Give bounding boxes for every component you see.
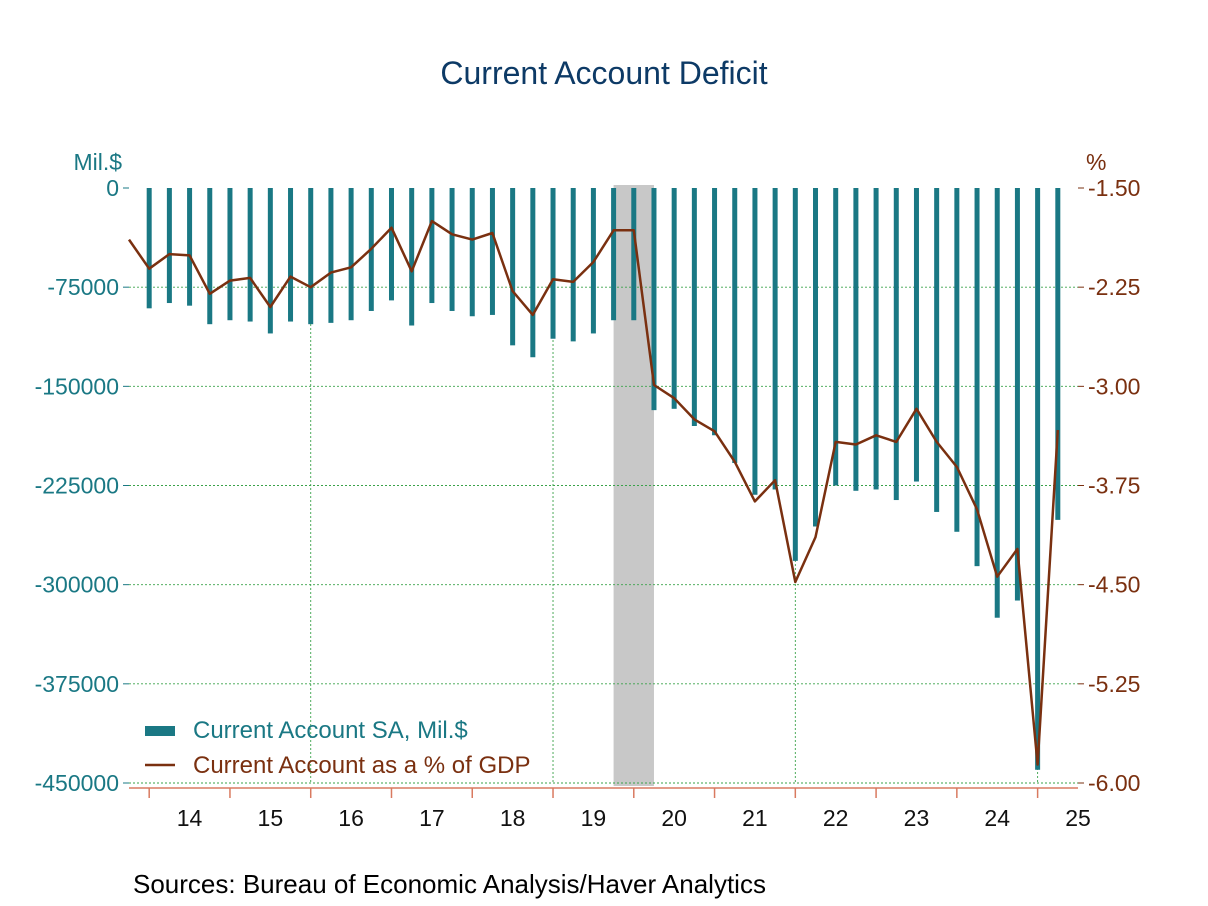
bar <box>308 188 314 325</box>
bar <box>994 188 1000 618</box>
right-tick-label: -6.00 <box>1088 770 1140 796</box>
left-axis-unit: Mil.$ <box>73 149 122 175</box>
right-tick-label: -3.00 <box>1088 373 1140 399</box>
bar <box>974 188 980 567</box>
bar <box>409 188 415 326</box>
bar <box>631 188 637 321</box>
bar <box>166 188 172 304</box>
right-axis-ticks: -1.50 -2.25 -3.00 -3.75 -4.50 -5.25 -6.00 <box>1078 175 1140 796</box>
right-tick-label: -2.25 <box>1088 274 1140 300</box>
legend-bar-swatch <box>145 726 175 736</box>
left-tick-label: 0 <box>106 175 119 201</box>
bar <box>732 188 738 464</box>
bar <box>510 188 516 346</box>
x-labels: 14 15 16 17 18 19 20 21 22 23 24 25 <box>177 805 1091 831</box>
x-tick-label: 18 <box>500 805 526 831</box>
bar <box>752 188 758 495</box>
bar <box>449 188 455 311</box>
bar <box>913 188 919 482</box>
bar <box>853 188 859 491</box>
left-tick-label: -300000 <box>35 572 119 598</box>
left-axis-ticks: 0 -75000 -150000 -225000 -300000 -375000 -4500… <box>35 175 129 796</box>
x-tick-label: 20 <box>661 805 687 831</box>
bar <box>207 188 213 325</box>
right-tick-label: -1.50 <box>1088 175 1140 201</box>
x-tick-label: 24 <box>984 805 1010 831</box>
bar <box>772 188 778 490</box>
right-tick-label: -3.75 <box>1088 473 1140 499</box>
bar <box>691 188 697 426</box>
bar <box>550 188 556 339</box>
left-tick-label: -225000 <box>35 473 119 499</box>
right-tick-label: -4.50 <box>1088 572 1140 598</box>
percent-gdp-line <box>127 219 1060 766</box>
x-tick-label: 23 <box>904 805 930 831</box>
bar <box>954 188 960 532</box>
x-tick-label: 15 <box>258 805 284 831</box>
bar <box>429 188 435 304</box>
bar-series <box>146 188 1061 770</box>
bar <box>267 188 273 334</box>
bar <box>651 188 657 411</box>
bar <box>833 188 839 486</box>
bar <box>388 188 394 301</box>
bar <box>530 188 536 358</box>
bar <box>187 188 193 306</box>
bar <box>611 188 617 321</box>
bar <box>934 188 940 512</box>
legend-bar-label: Current Account SA, Mil.$ <box>193 717 468 744</box>
bar <box>227 188 233 321</box>
bar <box>469 188 475 317</box>
x-tick-label: 16 <box>338 805 364 831</box>
bar <box>288 188 294 322</box>
bar <box>489 188 495 315</box>
left-tick-label: -75000 <box>47 274 119 300</box>
x-tick-label: 17 <box>419 805 445 831</box>
bar <box>247 188 253 322</box>
left-tick-label: -150000 <box>35 373 119 399</box>
sources-note: Sources: Bureau of Economic Analysis/Hav… <box>133 869 766 899</box>
x-tick-label: 14 <box>177 805 203 831</box>
chart-title: Current Account Deficit <box>440 55 767 91</box>
bar <box>570 188 576 342</box>
x-tick-label: 25 <box>1065 805 1091 831</box>
bar <box>893 188 899 501</box>
right-tick-label: -5.25 <box>1088 671 1140 697</box>
bar <box>712 188 718 436</box>
bar <box>1014 188 1020 601</box>
left-tick-label: -450000 <box>35 770 119 796</box>
bar <box>1035 188 1041 770</box>
x-tick-label: 22 <box>823 805 849 831</box>
legend: Current Account SA, Mil.$ Current Accoun… <box>145 717 531 779</box>
bar <box>328 188 334 323</box>
bar <box>348 188 354 321</box>
bar <box>792 188 798 561</box>
bar <box>873 188 879 490</box>
legend-line-label: Current Account as a % of GDP <box>193 752 531 779</box>
bar <box>146 188 152 309</box>
x-tick-label: 21 <box>742 805 768 831</box>
bar <box>813 188 819 527</box>
bar <box>1055 188 1061 520</box>
left-tick-label: -375000 <box>35 671 119 697</box>
right-axis-unit: % <box>1086 149 1106 175</box>
x-ticks <box>148 788 1039 798</box>
bar <box>671 188 677 409</box>
x-tick-label: 19 <box>581 805 607 831</box>
